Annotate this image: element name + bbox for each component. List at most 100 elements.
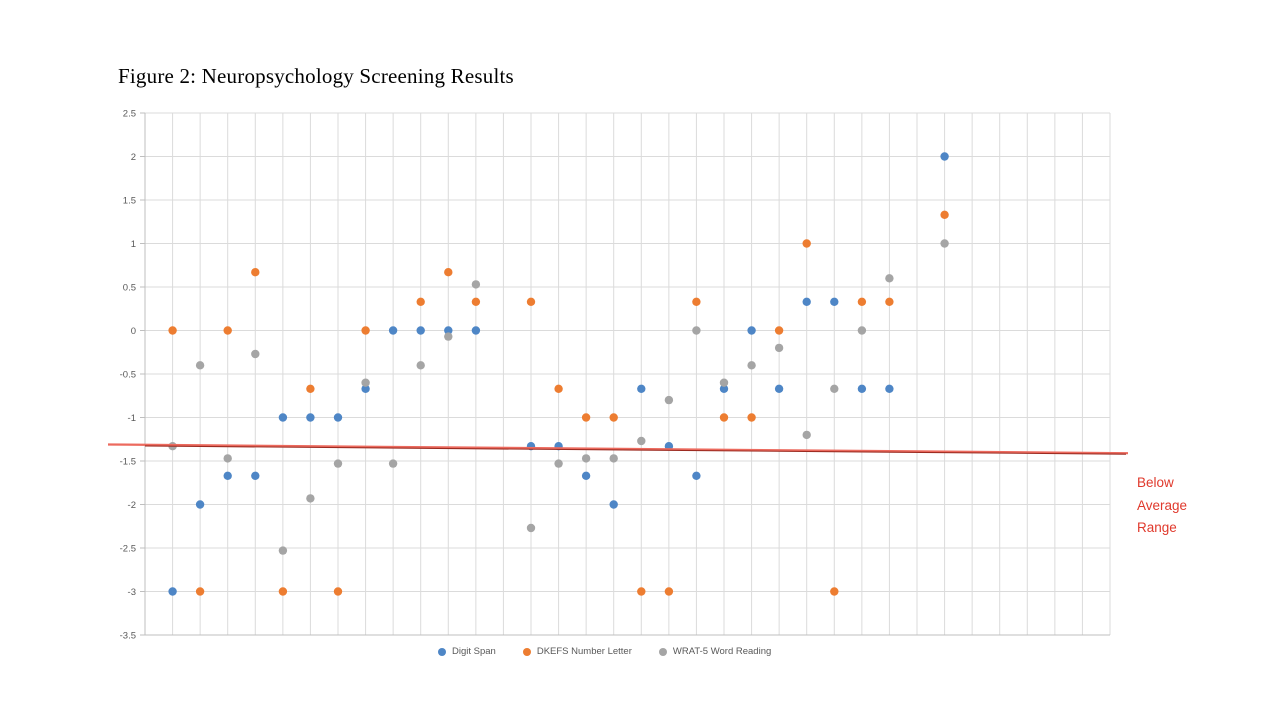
data-point xyxy=(333,413,343,422)
data-point xyxy=(609,413,618,422)
below-average-annotation: Below Average Range xyxy=(1137,472,1187,540)
data-point xyxy=(554,459,563,468)
y-axis-labels: 2.5 2 1.5 1 0.5 0 -0.5 -1 -1.5 -2 -2.5 -3 -3.5 xyxy=(120,109,136,642)
data-point xyxy=(361,326,370,335)
data-point xyxy=(692,326,701,335)
legend-item-digit-span: Digit Span xyxy=(438,646,496,657)
data-point xyxy=(471,297,481,306)
data-point xyxy=(581,454,591,463)
data-point xyxy=(581,413,591,422)
data-point xyxy=(830,297,839,306)
data-point xyxy=(361,378,370,387)
below-average-reference-line xyxy=(107,443,1129,455)
y-tick-label: -0.5 xyxy=(120,370,136,381)
data-point xyxy=(195,587,205,596)
data-point xyxy=(802,430,811,440)
data-point xyxy=(195,361,205,370)
data-point xyxy=(444,332,453,341)
data-point xyxy=(940,239,949,248)
data-point xyxy=(416,361,425,370)
data-point xyxy=(168,326,177,335)
data-point xyxy=(388,326,398,335)
legend-label-digit-span: Digit Span xyxy=(452,646,496,657)
figure-title: Figure 2: Neuropsychology Screening Resu… xyxy=(118,64,514,88)
chart-legend: Digit Span DKEFS Number Letter WRAT-5 Wo… xyxy=(438,646,771,657)
data-point xyxy=(416,297,425,306)
data-point xyxy=(637,436,646,446)
data-point xyxy=(609,500,618,509)
data-point xyxy=(251,471,260,480)
data-point xyxy=(802,239,811,248)
legend-label-wrat5: WRAT-5 Word Reading xyxy=(672,646,772,657)
data-point xyxy=(471,280,481,289)
annotation-line-3: Range xyxy=(1137,520,1177,535)
data-point xyxy=(774,343,784,353)
data-point xyxy=(333,459,343,468)
y-tick-label: -1 xyxy=(128,413,136,424)
data-point xyxy=(554,384,563,393)
data-point xyxy=(251,268,260,277)
data-point xyxy=(306,413,315,422)
data-point xyxy=(444,326,453,335)
data-point xyxy=(802,297,811,306)
data-point xyxy=(168,587,177,596)
data-point xyxy=(333,587,343,596)
data-point xyxy=(830,587,839,596)
y-tick-label: -1.5 xyxy=(120,457,136,468)
y-tick-label: -3.5 xyxy=(120,631,136,642)
data-point xyxy=(388,459,398,468)
data-point xyxy=(719,384,729,393)
y-tick-label: 1.5 xyxy=(123,196,136,207)
legend-item-wrat5: WRAT-5 Word Reading xyxy=(658,646,772,657)
data-point xyxy=(664,395,674,405)
annotation-line-2: Average xyxy=(1137,497,1188,513)
data-point xyxy=(278,587,288,596)
data-point xyxy=(664,587,674,596)
data-point xyxy=(719,378,729,387)
data-point xyxy=(637,587,646,596)
data-point xyxy=(747,413,756,422)
data-point xyxy=(747,326,756,335)
series-wrat-5-word-reading xyxy=(168,239,949,555)
data-point xyxy=(774,326,784,335)
legend-label-dkefs: DKEFS Number Letter xyxy=(536,646,632,657)
data-point xyxy=(774,384,784,393)
data-point xyxy=(885,297,894,306)
data-point xyxy=(581,471,591,480)
y-tick-label: 2.5 xyxy=(123,109,136,120)
data-point xyxy=(609,454,618,463)
data-point xyxy=(692,471,701,480)
data-point xyxy=(940,210,949,219)
data-point xyxy=(857,326,867,335)
data-point xyxy=(444,268,453,277)
data-point xyxy=(306,494,315,503)
data-point xyxy=(526,523,536,533)
y-tick-label: 2 xyxy=(131,152,136,163)
data-point xyxy=(692,297,701,306)
data-point xyxy=(306,384,315,393)
data-point xyxy=(857,384,867,393)
legend-marker-wrat5-icon xyxy=(658,647,667,656)
y-tick-label: 0 xyxy=(131,326,136,337)
data-point xyxy=(857,297,867,306)
y-tick-label: 0.5 xyxy=(123,283,136,294)
data-point xyxy=(278,413,288,422)
legend-marker-digit-span-icon xyxy=(438,647,446,656)
y-tick-label: -2.5 xyxy=(120,544,136,555)
data-point xyxy=(885,274,894,283)
data-point xyxy=(223,454,232,463)
legend-item-dkefs: DKEFS Number Letter xyxy=(522,646,632,657)
data-point xyxy=(195,500,205,509)
data-point xyxy=(830,384,839,393)
legend-marker-dkefs-icon xyxy=(522,647,531,656)
data-point xyxy=(361,384,370,393)
axes xyxy=(140,112,1110,636)
y-tick-label: -3 xyxy=(128,587,136,598)
data-point xyxy=(940,152,949,161)
y-tick-label: -2 xyxy=(128,500,136,511)
data-point xyxy=(278,546,288,555)
data-point xyxy=(471,326,481,335)
gridlines xyxy=(145,112,1111,635)
